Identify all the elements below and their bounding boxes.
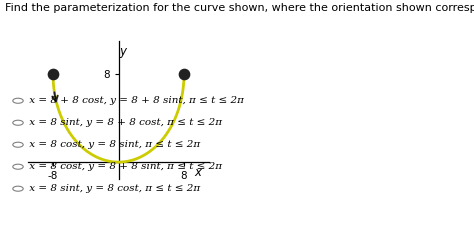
Point xyxy=(180,72,188,76)
Text: x = 8 sint, y = 8 cost, π ≤ t ≤ 2π: x = 8 sint, y = 8 cost, π ≤ t ≤ 2π xyxy=(26,184,200,193)
Text: x = 8 cost, y = 8 sint, π ≤ t ≤ 2π: x = 8 cost, y = 8 sint, π ≤ t ≤ 2π xyxy=(26,140,200,149)
Text: y: y xyxy=(119,45,126,58)
Text: x: x xyxy=(194,166,201,179)
Text: x = 8 cost, y = 8 + 8 sint, π ≤ t ≤ 2π: x = 8 cost, y = 8 + 8 sint, π ≤ t ≤ 2π xyxy=(26,162,222,171)
Text: x = 8 sint, y = 8 + 8 cost, π ≤ t ≤ 2π: x = 8 sint, y = 8 + 8 cost, π ≤ t ≤ 2π xyxy=(26,118,222,127)
Text: x = 8 + 8 cost, y = 8 + 8 sint, π ≤ t ≤ 2π: x = 8 + 8 cost, y = 8 + 8 sint, π ≤ t ≤ … xyxy=(26,96,244,105)
Point xyxy=(49,72,57,76)
Text: Find the parameterization for the curve shown, where the orientation shown corre: Find the parameterization for the curve … xyxy=(5,3,474,14)
